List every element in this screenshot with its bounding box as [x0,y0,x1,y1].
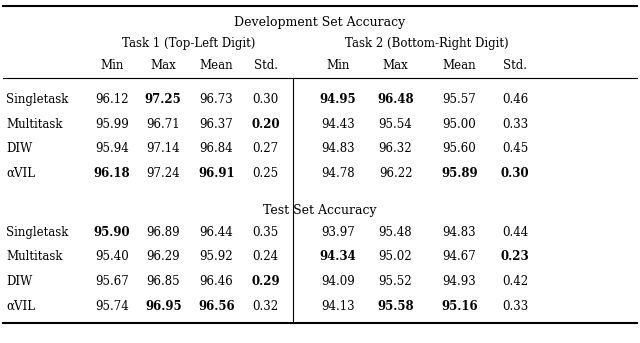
Text: 96.12: 96.12 [95,93,129,106]
Text: 96.56: 96.56 [198,300,235,313]
Text: DIW: DIW [6,142,33,155]
Text: 94.93: 94.93 [443,275,476,288]
Text: 0.44: 0.44 [502,226,529,239]
Text: 97.24: 97.24 [147,167,180,180]
Text: 95.02: 95.02 [379,250,412,263]
Text: αVIL: αVIL [6,300,35,313]
Text: 96.44: 96.44 [200,226,233,239]
Text: 96.89: 96.89 [147,226,180,239]
Text: 96.91: 96.91 [198,167,235,180]
Text: Multitask: Multitask [6,118,63,131]
Text: 0.32: 0.32 [253,300,278,313]
Text: Mean: Mean [443,59,476,72]
Text: DIW: DIW [6,275,33,288]
Text: 0.33: 0.33 [502,118,529,131]
Text: 96.37: 96.37 [200,118,233,131]
Text: 0.33: 0.33 [502,300,529,313]
Text: 94.43: 94.43 [321,118,355,131]
Text: 96.46: 96.46 [200,275,233,288]
Text: 96.95: 96.95 [145,300,182,313]
Text: 0.29: 0.29 [252,275,280,288]
Text: 95.54: 95.54 [379,118,412,131]
Text: 95.99: 95.99 [95,118,129,131]
Text: Development Set Accuracy: Development Set Accuracy [234,16,406,29]
Text: 94.83: 94.83 [443,226,476,239]
Text: 95.94: 95.94 [95,142,129,155]
Text: Mean: Mean [200,59,233,72]
Text: 95.60: 95.60 [443,142,476,155]
Text: 97.14: 97.14 [147,142,180,155]
Text: 95.92: 95.92 [200,250,233,263]
Text: 96.85: 96.85 [147,275,180,288]
Text: 95.00: 95.00 [443,118,476,131]
Text: 95.40: 95.40 [95,250,129,263]
Text: Max: Max [150,59,176,72]
Text: Task 1 (Top-Left Digit): Task 1 (Top-Left Digit) [122,37,255,50]
Text: Min: Min [100,59,124,72]
Text: 96.71: 96.71 [147,118,180,131]
Text: 96.48: 96.48 [377,93,414,106]
Text: 0.30: 0.30 [252,93,279,106]
Text: 0.46: 0.46 [502,93,529,106]
Text: 97.25: 97.25 [145,93,182,106]
Text: 95.89: 95.89 [441,167,478,180]
Text: Test Set Accuracy: Test Set Accuracy [263,204,377,217]
Text: 96.29: 96.29 [147,250,180,263]
Text: 96.84: 96.84 [200,142,233,155]
Text: 96.73: 96.73 [200,93,233,106]
Text: Std.: Std. [503,59,527,72]
Text: 94.95: 94.95 [319,93,356,106]
Text: Max: Max [383,59,408,72]
Text: 94.83: 94.83 [321,142,355,155]
Text: 0.20: 0.20 [252,118,280,131]
Text: Min: Min [326,59,349,72]
Text: 94.13: 94.13 [321,300,355,313]
Text: 95.90: 95.90 [93,226,131,239]
Text: Task 2 (Bottom-Right Digit): Task 2 (Bottom-Right Digit) [345,37,508,50]
Text: 0.27: 0.27 [253,142,278,155]
Text: 95.52: 95.52 [379,275,412,288]
Text: 0.23: 0.23 [501,250,529,263]
Text: 95.67: 95.67 [95,275,129,288]
Text: 95.57: 95.57 [443,93,476,106]
Text: 96.32: 96.32 [379,142,412,155]
Text: 94.09: 94.09 [321,275,355,288]
Text: 95.74: 95.74 [95,300,129,313]
Text: 96.22: 96.22 [379,167,412,180]
Text: 0.42: 0.42 [502,275,528,288]
Text: Singletask: Singletask [6,93,68,106]
Text: 93.97: 93.97 [321,226,355,239]
Text: Multitask: Multitask [6,250,63,263]
Text: 0.45: 0.45 [502,142,529,155]
Text: 94.78: 94.78 [321,167,355,180]
Text: 96.18: 96.18 [93,167,131,180]
Text: Std.: Std. [253,59,278,72]
Text: 0.35: 0.35 [252,226,279,239]
Text: 0.25: 0.25 [253,167,278,180]
Text: 95.16: 95.16 [441,300,478,313]
Text: 94.34: 94.34 [319,250,356,263]
Text: αVIL: αVIL [6,167,35,180]
Text: 94.67: 94.67 [443,250,476,263]
Text: 0.24: 0.24 [253,250,278,263]
Text: Singletask: Singletask [6,226,68,239]
Text: 0.30: 0.30 [501,167,529,180]
Text: 95.58: 95.58 [377,300,414,313]
Text: 95.48: 95.48 [379,226,412,239]
